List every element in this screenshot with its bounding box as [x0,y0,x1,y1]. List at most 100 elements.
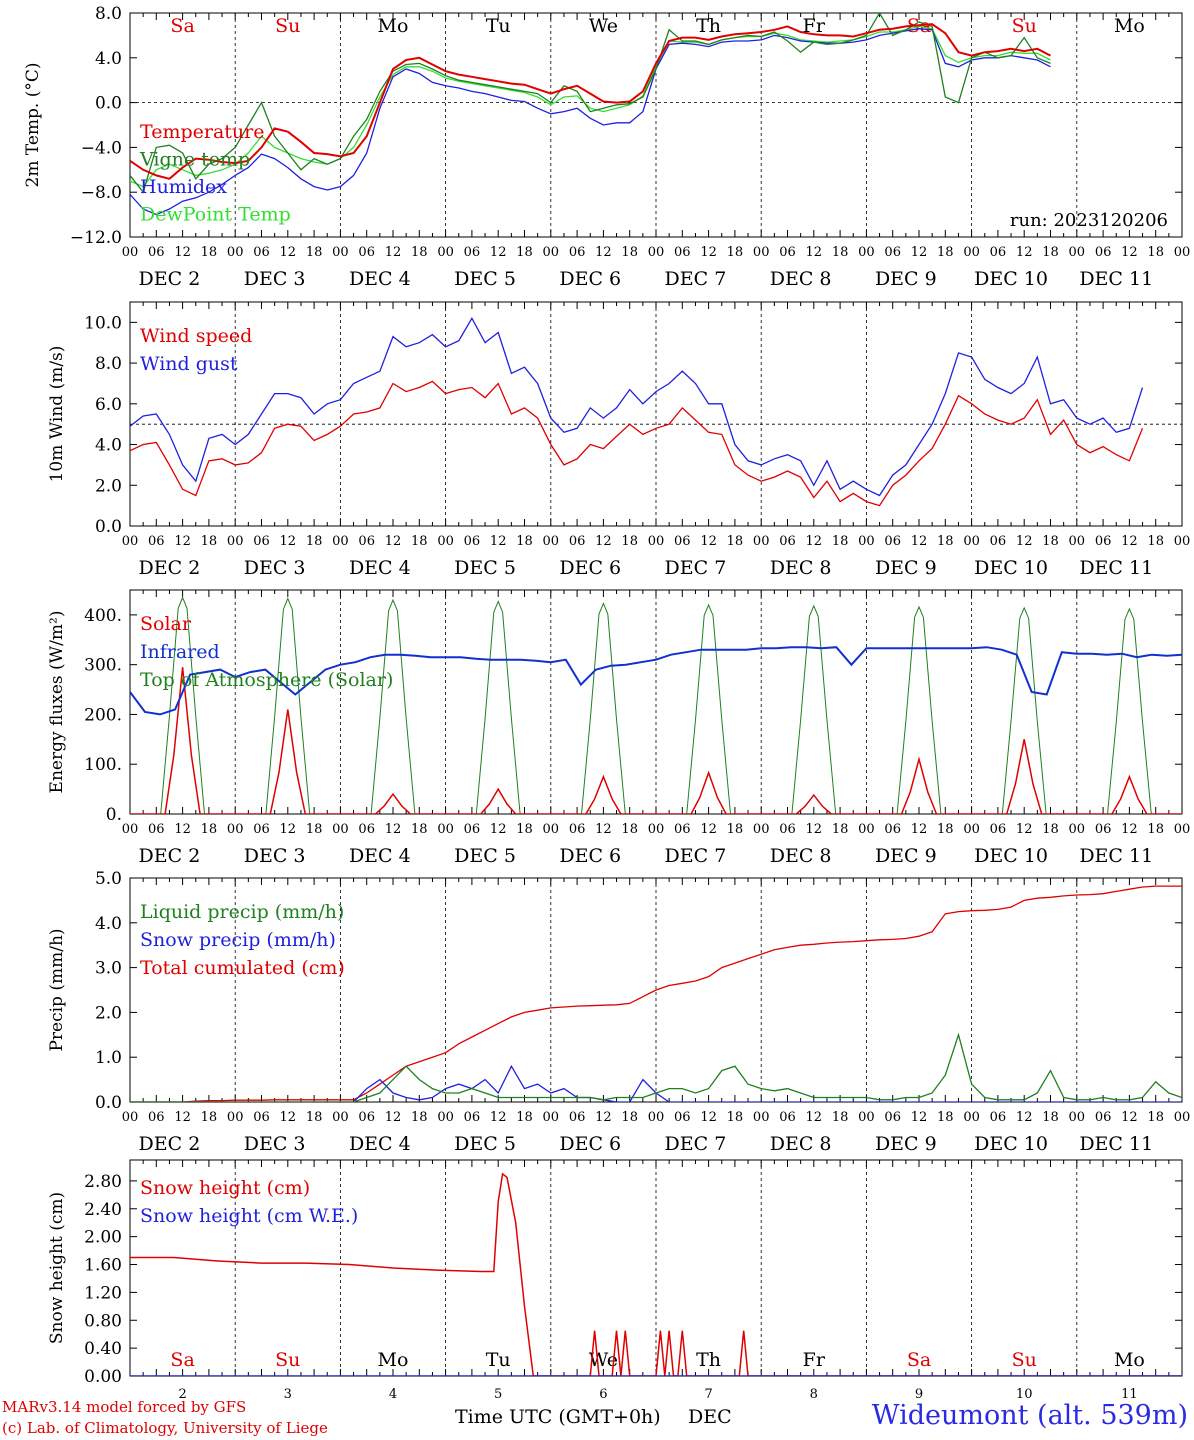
hour-tick-label: 00 [858,822,875,837]
hour-tick-label: 06 [779,245,796,260]
hour-tick-label: 00 [648,534,665,549]
day-label: DEC 2 [139,557,201,579]
hour-tick-label: 06 [358,534,375,549]
panel-2: 0.0 2.0 4.0 6.0 8.0 10.0 10m Wind (m/s) 00 06 12 1… [47,301,1190,579]
hour-tick-label: 00 [1174,1110,1191,1125]
panel-5: 0.00 0.40 0.80 1.20 1.60 2.00 2.40 2.80 Snow hei… [47,1159,1183,1402]
plot-frame [129,589,1183,815]
hour-tick-label: 18 [727,245,744,260]
hour-tick-label: 18 [516,534,533,549]
hour-tick-label: 12 [911,822,928,837]
day-label: DEC 7 [665,557,727,579]
hour-tick-label: 18 [937,1110,954,1125]
legend-entry: Total cumulated (cm) [140,957,345,979]
y-tick-label: 200. [84,705,122,725]
y-tick-label: 2.0 [95,476,122,496]
day-label: DEC 5 [454,845,516,867]
day-label: DEC 3 [244,557,306,579]
hour-tick-label: 12 [595,245,612,260]
day-label: DEC 5 [454,557,516,579]
day-label: DEC 5 [454,1133,516,1155]
hour-tick-label: 12 [700,822,717,837]
day-label: DEC 10 [974,1133,1048,1155]
hour-tick-label: 12 [1016,534,1033,549]
hour-tick-label: 00 [227,822,244,837]
weekday-label: We [589,1349,618,1371]
hour-tick-label: 18 [1042,822,1059,837]
weekday-label: Mo [378,1349,409,1371]
hour-tick-label: 12 [490,245,507,260]
y-tick-label: 10.0 [84,313,122,333]
hour-tick-label: 00 [437,822,454,837]
hour-tick-label: 06 [990,822,1007,837]
hour-tick-label: 00 [122,245,139,260]
hour-tick-label: 18 [201,1110,218,1125]
weekday-label: Th [696,15,721,37]
y-tick-label: 8.0 [95,4,122,24]
hour-tick-label: 12 [174,245,191,260]
y-tick-label: 1.60 [84,1256,122,1276]
hour-tick-label: 00 [858,1110,875,1125]
hour-tick-label: 12 [385,245,402,260]
hour-tick-label: 06 [1095,245,1112,260]
hour-tick-label: 12 [1121,534,1138,549]
day-label: DEC 10 [974,268,1048,290]
x-axis-label: Time UTC (GMT+0h) [455,1406,661,1428]
hour-tick-label: 18 [516,245,533,260]
y-axis-label: 2m Temp. (°C) [23,62,43,187]
legend-entry: Solar [140,613,192,635]
weekday-label: Su [1012,15,1037,37]
day-label: DEC 9 [875,557,937,579]
day-number: 11 [1121,1387,1138,1402]
hour-tick-label: 06 [358,1110,375,1125]
hour-tick-label: 00 [437,534,454,549]
y-tick-label: −4.0 [81,138,122,158]
weekday-label: Su [275,1349,300,1371]
hour-tick-label: 00 [332,245,349,260]
hour-tick-label: 18 [727,1110,744,1125]
day-label: DEC 8 [770,557,832,579]
hour-tick-label: 18 [1147,1110,1164,1125]
hour-tick-label: 18 [1042,534,1059,549]
day-label: DEC 4 [349,1133,411,1155]
weekday-label: Mo [1114,1349,1145,1371]
hour-tick-label: 18 [1042,245,1059,260]
weekday-label: Mo [1114,15,1145,37]
series-line-temperature [130,23,1051,180]
day-label: DEC 7 [665,268,727,290]
day-label: DEC 11 [1079,1133,1153,1155]
hour-tick-label: 12 [700,1110,717,1125]
hour-tick-label: 12 [490,534,507,549]
x-axis-label-month: DEC [688,1406,732,1428]
y-tick-label: 2.0 [95,1003,122,1023]
hour-tick-label: 00 [227,534,244,549]
hour-tick-label: 12 [174,1110,191,1125]
hour-tick-label: 00 [122,1110,139,1125]
hour-tick-label: 00 [648,822,665,837]
series-line-dewpoint-temp [130,25,1051,188]
hour-tick-label: 06 [674,534,691,549]
series-line-wind-gust [130,316,1144,497]
weekday-label: Th [696,1349,721,1371]
hour-tick-label: 12 [280,245,297,260]
hour-tick-label: 06 [884,245,901,260]
hour-tick-label: 06 [358,822,375,837]
legend-entry: Infrared [140,641,220,663]
hour-tick-label: 12 [1016,1110,1033,1125]
hour-tick-label: 00 [1069,822,1086,837]
hour-tick-label: 06 [779,1110,796,1125]
hour-tick-label: 00 [963,534,980,549]
day-label: DEC 11 [1079,557,1153,579]
hour-tick-label: 06 [990,245,1007,260]
hour-tick-label: 18 [621,245,638,260]
hour-tick-label: 12 [1121,1110,1138,1125]
hour-tick-label: 00 [332,1110,349,1125]
day-label: DEC 6 [559,268,621,290]
hour-tick-label: 00 [753,1110,770,1125]
hour-tick-label: 00 [332,822,349,837]
legend-entry: Wind speed [140,325,252,347]
day-label: DEC 4 [349,557,411,579]
day-number: 5 [494,1387,502,1402]
hour-tick-label: 18 [306,822,323,837]
